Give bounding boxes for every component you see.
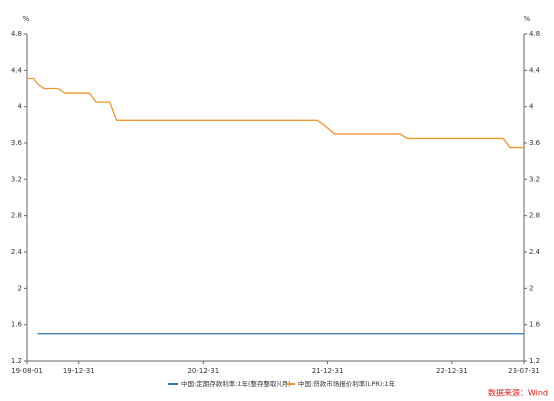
y2-tick-label: 4.4 — [529, 66, 541, 74]
x-tick-label: 20-12-31 — [187, 367, 219, 375]
x-tick-label: 19-08-01 — [11, 367, 43, 375]
legend-label: 中国:定期存款利率:1年(整存整取)(月) — [181, 379, 291, 388]
y-tick-label: 2.4 — [11, 248, 23, 256]
source: 数据来源：Wind — [488, 388, 548, 398]
y-tick-label: 2.8 — [11, 212, 22, 220]
y2-tick-label: 3.2 — [529, 175, 540, 183]
y2-tick-label: 2 — [529, 284, 533, 292]
series-line — [27, 77, 524, 149]
y-tick-label: 4.8 — [11, 30, 22, 38]
y2-tick-label: 2.4 — [529, 248, 541, 256]
x-tick-label: 22-12-31 — [436, 367, 468, 375]
y2-tick-label: 4 — [529, 103, 534, 111]
y-tick-label: 4 — [18, 103, 23, 111]
y2-tick-label: 1.2 — [529, 357, 540, 365]
y2-tick-label: 1.6 — [529, 321, 541, 329]
y-unit: % — [23, 15, 30, 23]
y-tick-label: 3.6 — [11, 139, 23, 147]
legend-label: 中国:贷款市场报价利率(LPR):1年 — [298, 379, 396, 388]
y-tick-label: 1.2 — [11, 357, 22, 365]
y-tick-label: 4.4 — [11, 66, 23, 74]
y2-unit: % — [524, 15, 531, 23]
y-tick-label: 2 — [18, 284, 22, 292]
x-tick-label: 21-12-31 — [312, 367, 344, 375]
y2-tick-label: 3.6 — [529, 139, 541, 147]
x-tick-label: 19-12-31 — [63, 367, 95, 375]
y-tick-label: 3.2 — [11, 175, 22, 183]
y2-tick-label: 4.8 — [529, 30, 540, 38]
x-tick-label: 23-07-31 — [508, 367, 540, 375]
y-tick-label: 1.6 — [11, 321, 23, 329]
y2-tick-label: 2.8 — [529, 212, 540, 220]
